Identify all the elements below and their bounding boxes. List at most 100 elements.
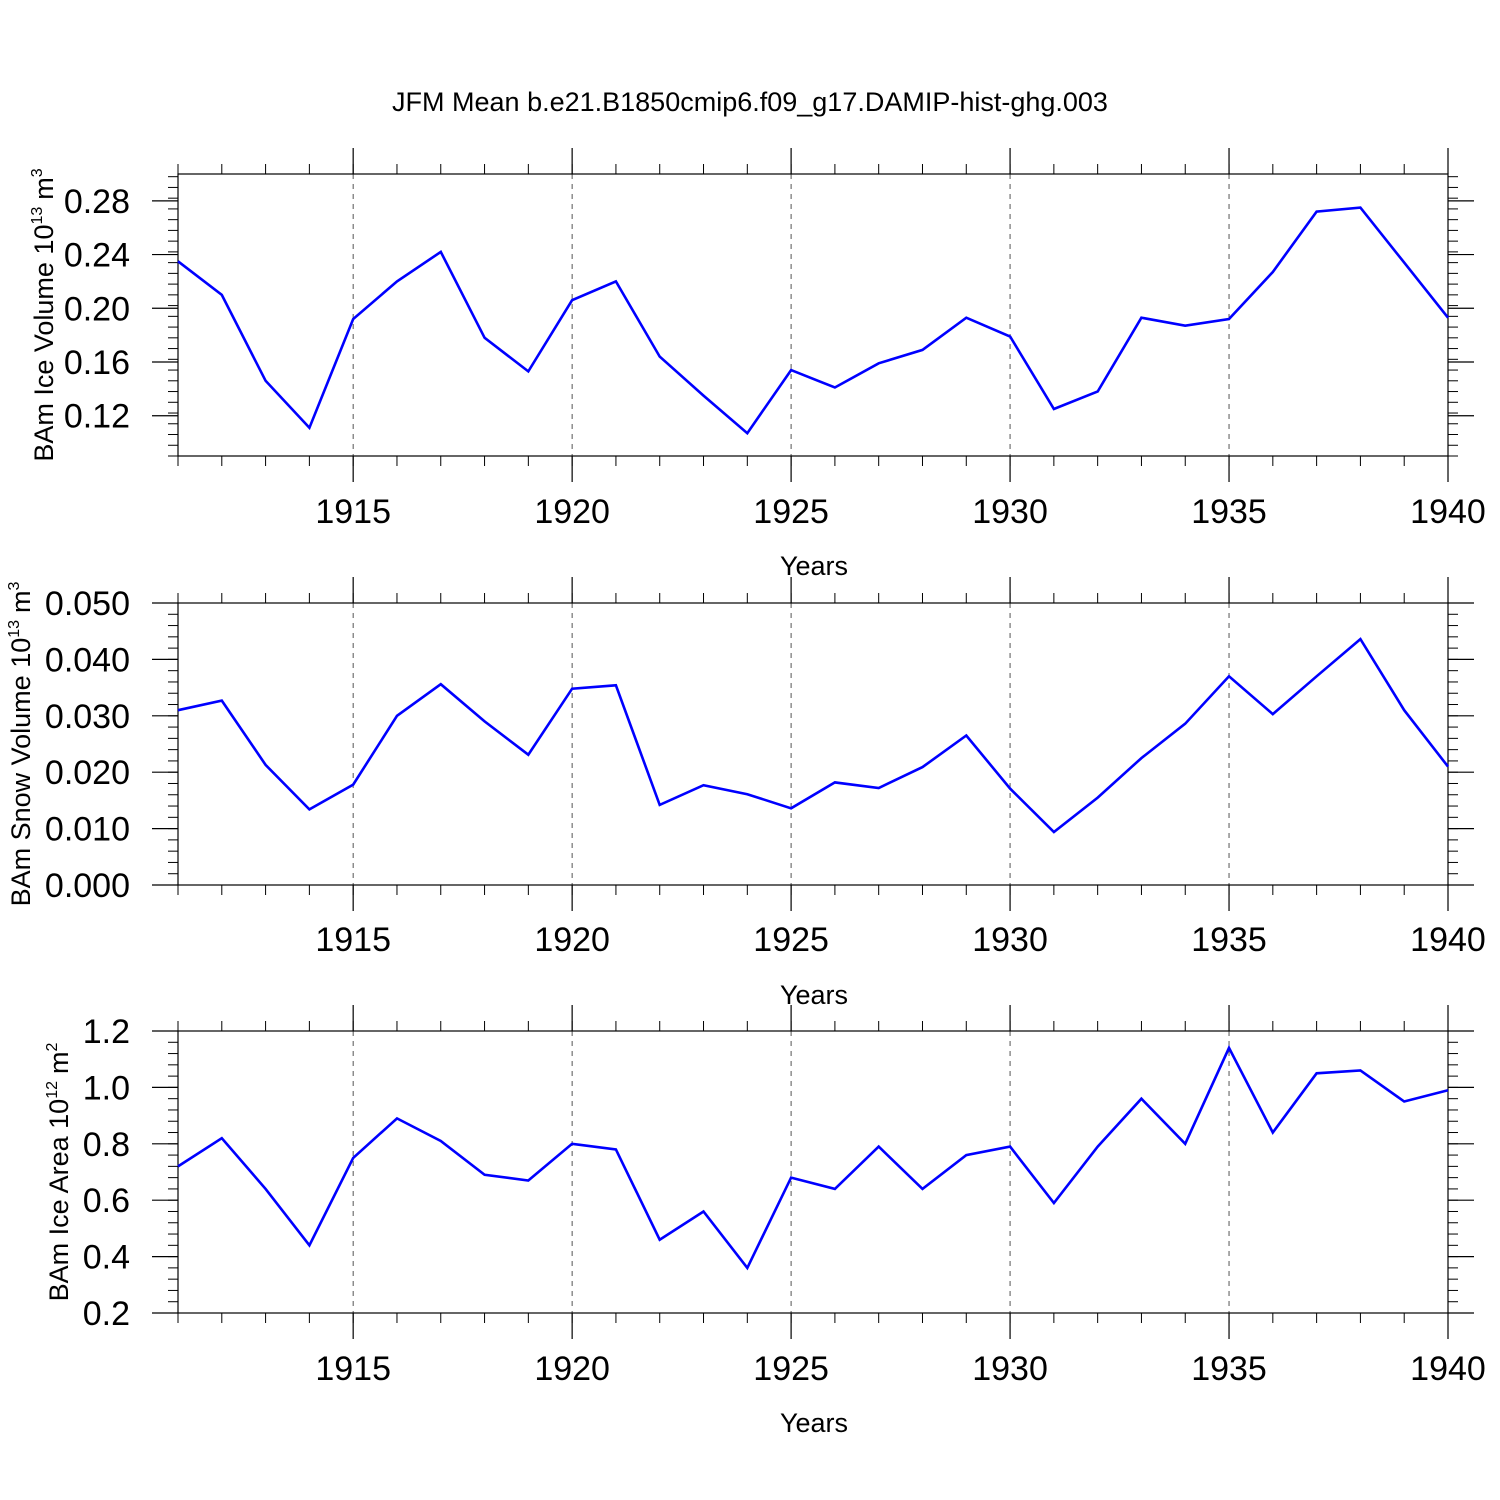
data-point (264, 1187, 268, 1191)
y-axis-label-part: 13 (29, 207, 46, 225)
data-point (658, 1238, 662, 1242)
data-point (570, 687, 574, 691)
data-point (395, 714, 399, 718)
data-point (658, 803, 662, 807)
data-point (789, 806, 793, 810)
data-point (1096, 390, 1100, 394)
data-point (526, 753, 530, 757)
y-tick-label: 0.000 (45, 867, 130, 905)
data-point (833, 1187, 837, 1191)
x-tick-label: 1930 (972, 1350, 1048, 1388)
data-point (833, 386, 837, 390)
data-point (1052, 830, 1056, 834)
y-axis-label-part: 3 (6, 581, 23, 590)
data-point (1183, 324, 1187, 328)
data-point (702, 394, 706, 398)
y-tick-label: 1.2 (83, 1013, 130, 1051)
y-tick-label: 0.2 (83, 1295, 130, 1333)
data-point (614, 279, 618, 283)
data-point (745, 792, 749, 796)
data-point (745, 1266, 749, 1270)
y-axis-label: BAm Snow Volume 1013 m3 (6, 581, 36, 906)
y-axis-label-part: 13 (6, 620, 23, 638)
data-point (351, 783, 355, 787)
x-axis-label: Years (780, 551, 848, 581)
data-point (526, 369, 530, 373)
y-axis-label-part: BAm Ice Volume 10 (29, 225, 59, 462)
y-axis-label-part: BAm Snow Volume 10 (6, 638, 36, 907)
data-point (1139, 1097, 1143, 1101)
data-point (1008, 787, 1012, 791)
y-tick-label: 1.0 (83, 1069, 130, 1107)
y-tick-label: 0.12 (64, 398, 130, 436)
panel-3: 1915 1920 1925 1930 1935 1940 0.2 0.4 0.6 0.8 1.0 1… (44, 1005, 1486, 1438)
y-tick-label: 0.6 (83, 1182, 130, 1220)
x-tick-label: 1935 (1191, 921, 1267, 959)
x-tick-label: 1915 (315, 921, 391, 959)
data-point (658, 355, 662, 359)
y-axis-label-part: 3 (29, 168, 46, 177)
x-tick-label: 1915 (315, 493, 391, 531)
x-axis-label: Years (780, 980, 848, 1010)
data-point (1008, 1145, 1012, 1149)
x-axis-label: Years (780, 1408, 848, 1438)
y-tick-label: 0.16 (64, 344, 130, 382)
x-tick-label: 1930 (972, 921, 1048, 959)
y-axis-label-part: m (6, 590, 36, 613)
data-point (395, 279, 399, 283)
x-tick-label: 1925 (753, 1350, 829, 1388)
data-point (789, 1176, 793, 1180)
x-tick-label: 1925 (753, 493, 829, 531)
x-tick-label: 1920 (534, 1350, 610, 1388)
data-point (1402, 261, 1406, 265)
y-axis-label-part: 12 (44, 1081, 61, 1099)
data-point (1446, 316, 1450, 320)
data-point (1315, 674, 1319, 678)
data-point (964, 1153, 968, 1157)
data-point (877, 1145, 881, 1149)
data-point (483, 1173, 487, 1177)
y-tick-label: 0.28 (64, 183, 130, 221)
y-axis-label-part: m (44, 1052, 74, 1075)
x-tick-label: 1940 (1410, 921, 1486, 959)
data-point (1227, 317, 1231, 321)
data-point (789, 368, 793, 372)
data-point (1096, 1145, 1100, 1149)
y-tick-label: 0.020 (45, 754, 130, 792)
data-point (264, 379, 268, 383)
plot-frame (177, 602, 1449, 886)
data-point (176, 708, 180, 712)
x-tick-label: 1940 (1410, 1350, 1486, 1388)
y-tick-label: 0.20 (64, 290, 130, 328)
data-point (702, 1209, 706, 1213)
data-point (307, 1243, 311, 1247)
figure-title: JFM Mean b.e21.B1850cmip6.f09_g17.DAMIP-… (392, 87, 1108, 117)
series-line (177, 206, 1450, 436)
data-point (526, 1178, 530, 1182)
data-point (307, 807, 311, 811)
data-point (1315, 1071, 1319, 1075)
data-point (220, 293, 224, 297)
y-tick-label: 0.050 (45, 585, 130, 623)
x-tick-label: 1925 (753, 921, 829, 959)
data-point (614, 1147, 618, 1151)
data-point (1271, 712, 1275, 716)
plot-frame (177, 173, 1449, 457)
x-tick-label: 1935 (1191, 1350, 1267, 1388)
data-point (483, 719, 487, 723)
data-point (614, 683, 618, 687)
data-point (1358, 1068, 1362, 1072)
data-point (1183, 722, 1187, 726)
y-tick-label: 0.040 (45, 641, 130, 679)
data-point (176, 259, 180, 263)
y-tick-label: 0.4 (83, 1239, 130, 1277)
data-point (1008, 334, 1012, 338)
data-point (351, 1156, 355, 1160)
data-point (1402, 708, 1406, 712)
y-tick-label: 0.8 (83, 1126, 130, 1164)
series-line (177, 637, 1450, 834)
x-tick-label: 1935 (1191, 493, 1267, 531)
data-point (570, 298, 574, 302)
data-point (1096, 796, 1100, 800)
